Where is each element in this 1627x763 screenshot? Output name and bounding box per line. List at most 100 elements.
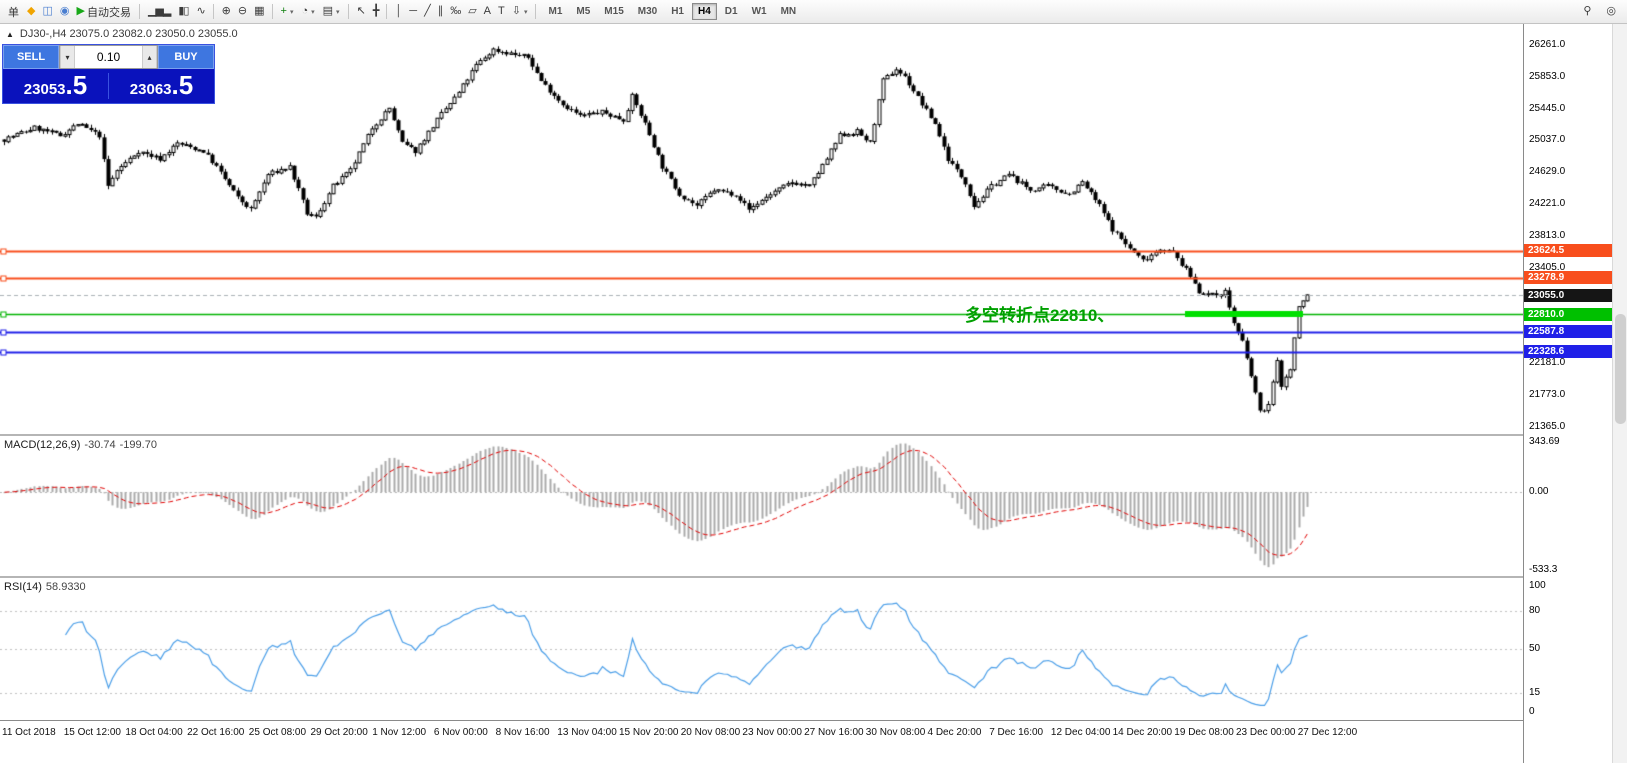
zoom-in-icon[interactable]: ⊕ [218, 4, 234, 19]
trendline-icon-glyph: ╱ [424, 5, 431, 17]
price-axis-label: 23813.0 [1529, 229, 1566, 241]
market-watch-icon-glyph: ◉ [59, 5, 70, 17]
line-chart-icon-glyph: ∿ [196, 5, 205, 17]
time-axis-label: 27 Nov 16:00 [804, 727, 864, 738]
arrows-icon-glyph: ⇩ [511, 5, 521, 17]
bar-chart-icon[interactable]: ▁▅▂ [144, 4, 174, 19]
time-axis-label: 19 Dec 08:00 [1174, 727, 1234, 738]
dropdown-arrow-icon: ▾ [311, 8, 315, 16]
candlestick-chart-icon[interactable]: ▮▯ [174, 4, 192, 19]
crosshair-icon[interactable]: ╋ [369, 4, 383, 19]
toolbar-separator [212, 4, 214, 19]
label-icon[interactable]: T [494, 4, 508, 19]
search-icon-glyph: ⚲ [1583, 5, 1591, 17]
search-icon[interactable]: ⚲ [1579, 4, 1594, 19]
volume-increase-button[interactable]: ▴ [142, 46, 157, 68]
macd-pane: MACD(12,26,9) -30.74 -199.70 [0, 436, 1523, 576]
rsi-pane: RSI(14) 58.9330 [0, 578, 1523, 720]
arrows-icon[interactable]: ⇩ ▾ [508, 4, 532, 19]
timeframe-m15[interactable]: M15 [604, 6, 624, 17]
timeframe-w1[interactable]: W1 [751, 6, 767, 17]
main-chart-canvas[interactable] [0, 24, 1523, 434]
time-axis[interactable]: 11 Oct 2018 15 Oct 12:00 18 Oct 04:00 22 Oc… [0, 720, 1523, 763]
current-price-tag: 23055.0 [1524, 288, 1612, 302]
toolbar: 单 ◆ ◫ ◉ ▶ 自动交易 ▁▅▂ ▮▯ ∿ ⊕ ⊖ ▦ + ▾ ◔ ▾ ▤ ▾ ↖ ╋ │ ─ ╱ ∥ ‰ ▱ A T ⇩ ▾ M1 M5… [0, 0, 1627, 24]
order-menu-button[interactable]: 单 [4, 2, 23, 22]
zoom-out-icon[interactable]: ⊖ [234, 4, 250, 19]
price-axis-label: 21773.0 [1529, 389, 1566, 401]
periods-button[interactable]: ◔ ▾ [297, 4, 318, 19]
autotrading-button-glyph: ▶ [76, 5, 85, 17]
timeframe-h4[interactable]: H4 [692, 3, 717, 20]
shapes-icon[interactable]: ▱ [464, 4, 479, 19]
pane-divider[interactable] [0, 434, 1523, 436]
timeframe-m30[interactable]: M30 [637, 6, 658, 17]
autotrading-button[interactable]: ▶ 自动交易 [72, 2, 134, 22]
chart-column: ▲ DJ30-,H4 23075.0 23082.0 23050.0 23055… [0, 24, 1523, 763]
time-axis-label: 14 Dec 20:00 [1112, 727, 1173, 738]
macd-axis-label: -533.3 [1529, 564, 1558, 575]
volume-input[interactable] [75, 46, 142, 68]
workspace: ▲ DJ30-,H4 23075.0 23082.0 23050.0 23055… [0, 24, 1627, 763]
buy-button[interactable]: BUY [158, 45, 214, 69]
timeframe-m1[interactable]: M1 [548, 6, 563, 17]
chart-windows-icon[interactable]: ◫ [38, 4, 55, 19]
sell-button[interactable]: SELL [3, 45, 59, 69]
trendline-icon[interactable]: ╱ [420, 4, 434, 19]
indicators-button[interactable]: + ▾ [277, 4, 298, 19]
time-axis-label: 4 Dec 20:00 [927, 727, 982, 738]
cursor-icon[interactable]: ↖ [353, 4, 369, 19]
rsi-canvas[interactable] [0, 578, 1523, 720]
text-icon[interactable]: A [480, 4, 494, 19]
line-chart-icon[interactable]: ∿ [192, 4, 208, 19]
vertical-scrollbar[interactable] [1612, 24, 1627, 763]
volume-decrease-button[interactable]: ▾ [60, 46, 75, 68]
price-axis-label: 24629.0 [1529, 166, 1566, 178]
buy-price-display[interactable]: 23063.5 [129, 70, 194, 100]
price-axis-label: 24221.0 [1529, 198, 1566, 210]
zoom-out-icon-glyph: ⊖ [237, 5, 247, 17]
main-chart-pane: ▲ DJ30-,H4 23075.0 23082.0 23050.0 23055… [0, 24, 1523, 434]
label-icon-glyph: T [498, 5, 505, 17]
channel-icon[interactable]: ∥ [434, 4, 447, 19]
price-axis[interactable]: 26261.0 25853.0 25445.0 25037.0 24629.0 24221… [1523, 24, 1612, 763]
timeframe-mn[interactable]: MN [780, 6, 797, 17]
vertical-line-icon-glyph: │ [395, 5, 402, 17]
market-watch-icon[interactable]: ◉ [56, 4, 73, 19]
fibonacci-icon[interactable]: ‰ [446, 4, 464, 19]
toolbar-separator [386, 4, 388, 19]
vertical-line-icon[interactable]: │ [391, 4, 405, 19]
sell-price-display[interactable]: 23053.5 [23, 70, 88, 100]
scrollbar-thumb[interactable] [1615, 314, 1626, 424]
price-axis-label: 25445.0 [1529, 102, 1566, 114]
time-axis-label: 20 Nov 08:00 [680, 727, 741, 738]
symbol-header: ▲ DJ30-,H4 23075.0 23082.0 23050.0 23055… [6, 28, 238, 40]
one-click-trading-toggle[interactable]: ▲ [6, 29, 14, 39]
tile-windows-icon[interactable]: ▦ [250, 4, 267, 19]
time-axis-label: 30 Nov 08:00 [865, 727, 926, 738]
dropdown-arrow-icon: ▾ [336, 8, 340, 16]
templates-button[interactable]: ▤ ▾ [319, 4, 344, 19]
rsi-axis-label: 50 [1529, 643, 1541, 654]
volume-control: ▾ ▴ [59, 45, 158, 69]
price-axis-label: 22181.0 [1529, 357, 1566, 369]
dropdown-arrow-icon: ▾ [523, 8, 528, 16]
rsi-label: RSI(14) 58.9330 [4, 581, 86, 593]
new-order-icon[interactable]: ◆ [23, 4, 38, 19]
new-order-icon-glyph: ◆ [27, 5, 36, 17]
timeframe-h1[interactable]: H1 [671, 6, 684, 17]
timeframe-m5[interactable]: M5 [576, 6, 591, 17]
price-axis-label: 26261.0 [1529, 38, 1566, 50]
timeframe-d1[interactable]: D1 [724, 6, 738, 17]
community-icon[interactable]: ◎ [1602, 4, 1619, 19]
fibonacci-icon-glyph: ‰ [450, 5, 461, 17]
toolbar-separator [535, 4, 537, 19]
time-axis-label: 15 Oct 12:00 [63, 727, 121, 738]
pane-divider[interactable] [0, 576, 1523, 578]
horizontal-line-icon[interactable]: ─ [405, 4, 420, 19]
time-axis-label: 27 Dec 12:00 [1297, 727, 1358, 738]
macd-canvas[interactable] [0, 436, 1523, 576]
rsi-axis-label: 80 [1529, 605, 1541, 617]
hline-price-tag: 23624.5 [1524, 244, 1612, 258]
hline-price-tag: 22810.0 [1524, 307, 1612, 321]
